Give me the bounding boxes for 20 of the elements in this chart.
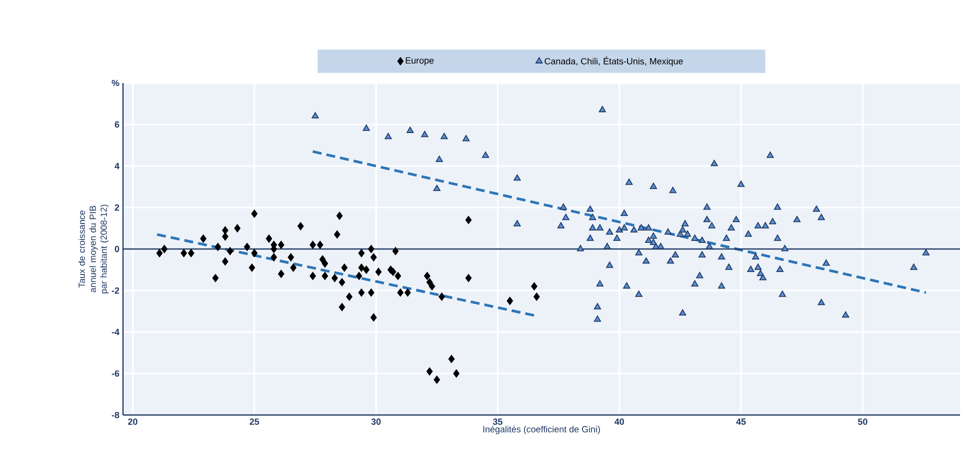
x-tick-label: 25 xyxy=(250,418,260,425)
legend-label: Canada, Chili, États-Unis, Mexique xyxy=(544,56,683,66)
x-tick-label: 50 xyxy=(858,418,868,425)
x-axis-title: Inégalités (coefficient de Gini) xyxy=(483,426,600,434)
y-tick-label: 4 xyxy=(114,162,120,170)
y-tick-label: 6 xyxy=(114,121,120,128)
y-tick-label: -8 xyxy=(112,412,120,418)
y-axis-title: Taux de croissance annuel moyen du PIB par habitant (2008-12) xyxy=(78,204,109,294)
x-tick-label: 30 xyxy=(371,418,381,425)
x-tick-label: 45 xyxy=(736,418,746,425)
x-tick-label: 40 xyxy=(614,418,624,425)
y-tick-label: 2 xyxy=(114,204,120,211)
x-tick-label: 20 xyxy=(128,418,138,425)
y-tick-label: -4 xyxy=(112,328,120,336)
y-tick-label: -6 xyxy=(112,370,120,377)
legend-label: Europe xyxy=(406,57,434,66)
x-tick-label: 35 xyxy=(492,418,502,425)
y-tick-label: -2 xyxy=(112,287,120,294)
y-tick-label: 0 xyxy=(114,246,120,252)
y-tick-label: % xyxy=(112,80,120,86)
